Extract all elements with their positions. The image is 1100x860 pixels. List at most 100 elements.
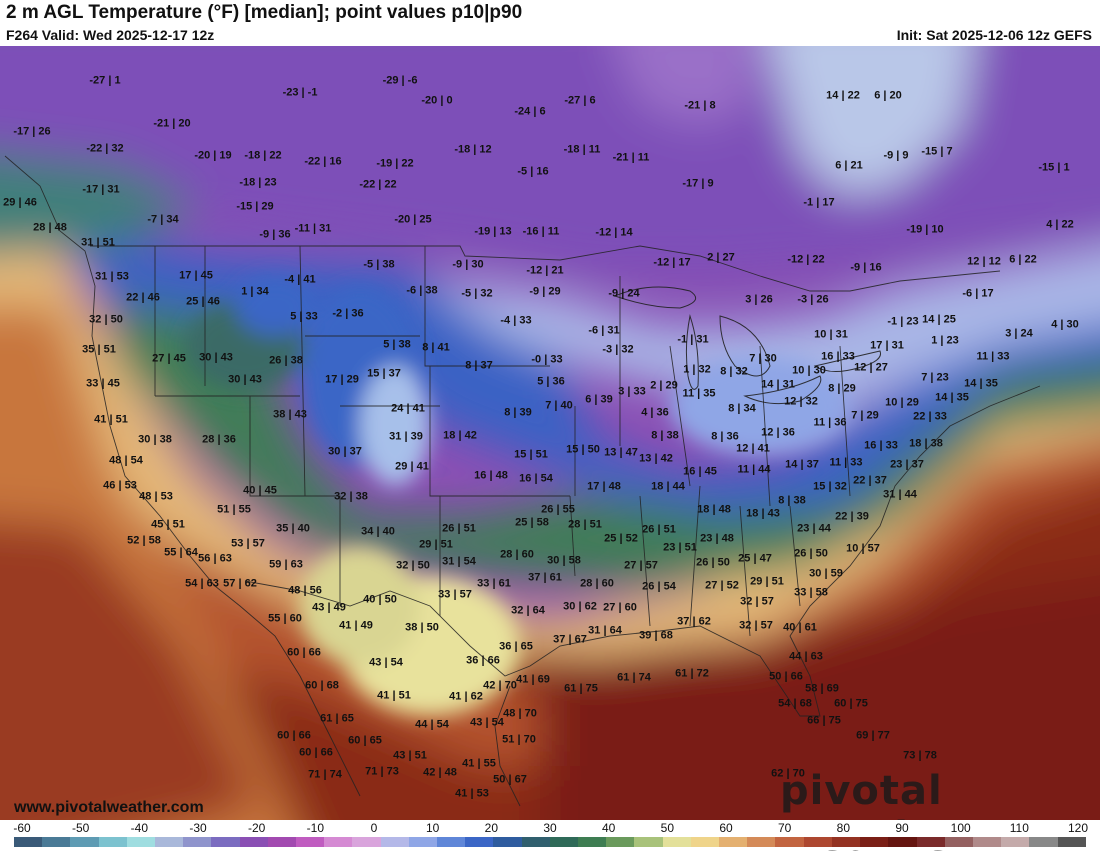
point-value-label: 29 | 46	[3, 196, 37, 209]
point-value-label: -12 | 14	[595, 226, 633, 239]
point-value-label: 36 | 65	[499, 640, 533, 653]
point-value-label: 60 | 66	[277, 729, 311, 742]
point-value-label: 25 | 58	[515, 516, 549, 529]
legend-tick-label: 30	[543, 821, 557, 835]
point-value-label: 26 | 54	[642, 580, 676, 593]
legend-tick-label: -30	[189, 821, 207, 835]
point-value-label: 5 | 38	[383, 338, 411, 351]
point-value-label: 14 | 37	[785, 458, 819, 471]
point-value-label: 41 | 51	[377, 689, 411, 702]
point-value-label: -4 | 33	[500, 314, 532, 327]
point-value-label: 37 | 62	[677, 615, 711, 628]
point-value-label: 5 | 36	[537, 375, 565, 388]
point-value-label: 40 | 50	[363, 593, 397, 606]
point-value-label: -15 | 7	[921, 145, 953, 158]
point-value-label: -9 | 29	[529, 285, 561, 298]
point-value-label: 33 | 57	[438, 588, 472, 601]
point-value-label: 8 | 36	[711, 430, 739, 443]
point-value-label: -0 | 33	[531, 353, 563, 366]
point-value-label: 32 | 38	[334, 490, 368, 503]
point-value-label: 60 | 75	[834, 697, 868, 710]
point-value-label: 30 | 43	[199, 351, 233, 364]
point-value-label: 56 | 63	[198, 552, 232, 565]
point-value-label: 4 | 36	[641, 406, 669, 419]
point-value-label: 26 | 51	[642, 523, 676, 536]
point-value-label: 54 | 63	[185, 577, 219, 590]
point-value-label: 14 | 35	[964, 377, 998, 390]
legend-color-bar	[14, 837, 1086, 847]
legend-swatch	[352, 837, 381, 847]
point-value-label: -18 | 22	[244, 149, 282, 162]
point-value-label: 33 | 58	[794, 586, 828, 599]
point-value-label: 15 | 32	[813, 480, 847, 493]
point-value-label: 30 | 58	[547, 554, 581, 567]
point-value-label: 17 | 29	[325, 373, 359, 386]
point-value-label: 2 | 27	[707, 251, 735, 264]
point-value-label: 43 | 49	[312, 601, 346, 614]
legend-swatch	[183, 837, 212, 847]
point-value-label: -18 | 12	[454, 143, 492, 156]
legend-tick-label: -10	[306, 821, 324, 835]
point-value-label: 8 | 38	[778, 494, 806, 507]
map-background	[0, 46, 1100, 820]
point-value-label: 41 | 55	[462, 757, 496, 770]
point-value-label: 32 | 57	[739, 619, 773, 632]
point-value-label: -6 | 17	[962, 287, 994, 300]
point-value-label: 30 | 37	[328, 445, 362, 458]
point-value-label: -9 | 24	[608, 287, 640, 300]
legend-swatch	[775, 837, 804, 847]
point-value-label: -19 | 10	[906, 223, 944, 236]
point-value-label: -12 | 21	[526, 264, 564, 277]
point-value-label: 8 | 37	[465, 359, 493, 372]
point-value-label: 7 | 29	[851, 409, 879, 422]
point-value-label: 41 | 53	[455, 787, 489, 800]
legend-swatch	[888, 837, 917, 847]
point-value-label: -20 | 0	[421, 94, 453, 107]
point-value-label: 31 | 51	[81, 236, 115, 249]
point-value-label: 27 | 57	[624, 559, 658, 572]
point-value-label: 5 | 33	[290, 310, 318, 323]
point-value-label: 58 | 69	[805, 682, 839, 695]
point-value-label: 17 | 48	[587, 480, 621, 493]
point-value-label: 12 | 32	[784, 395, 818, 408]
point-value-label: 15 | 50	[566, 443, 600, 456]
point-value-label: 12 | 12	[967, 255, 1001, 268]
point-value-label: 28 | 60	[580, 577, 614, 590]
point-value-label: 48 | 56	[288, 584, 322, 597]
point-value-label: 10 | 31	[814, 328, 848, 341]
point-value-label: 11 | 35	[682, 387, 716, 400]
point-value-label: 43 | 54	[470, 716, 504, 729]
legend-swatch	[267, 837, 297, 847]
point-value-label: 11 | 33	[976, 350, 1010, 363]
point-value-label: -9 | 36	[259, 228, 291, 241]
legend-swatch	[98, 837, 127, 847]
point-value-label: 14 | 22	[826, 89, 860, 102]
point-value-label: -9 | 9	[883, 149, 909, 162]
point-value-label: 6 | 20	[874, 89, 902, 102]
point-value-label: 25 | 52	[604, 532, 638, 545]
point-value-label: 12 | 27	[854, 361, 888, 374]
point-value-label: 7 | 23	[921, 371, 949, 384]
legend-swatch	[1057, 837, 1086, 847]
point-value-label: 41 | 62	[449, 690, 483, 703]
point-value-label: 60 | 68	[305, 679, 339, 692]
legend-tick-label: 110	[1009, 821, 1029, 835]
point-value-label: 38 | 50	[405, 621, 439, 634]
point-value-label: 61 | 75	[564, 682, 598, 695]
point-value-label: 17 | 45	[179, 269, 213, 282]
point-value-label: -29 | -6	[382, 74, 418, 87]
website-label: www.pivotalweather.com	[14, 799, 204, 816]
legend-swatch	[296, 837, 325, 847]
point-value-label: 52 | 58	[127, 534, 161, 547]
legend-swatch	[549, 837, 579, 847]
point-value-label: 48 | 53	[139, 490, 173, 503]
init-time-label: Init: Sat 2025-12-06 12z GEFS	[896, 27, 1092, 43]
point-value-label: 32 | 57	[740, 595, 774, 608]
point-value-label: 1 | 23	[931, 334, 959, 347]
legend-tick-label: 60	[719, 821, 733, 835]
legend-tick-label: 80	[836, 821, 851, 835]
point-value-label: -22 | 32	[86, 142, 124, 155]
point-value-label: 8 | 29	[828, 382, 856, 395]
point-value-label: -17 | 9	[682, 177, 714, 190]
point-value-label: 59 | 63	[269, 558, 303, 571]
